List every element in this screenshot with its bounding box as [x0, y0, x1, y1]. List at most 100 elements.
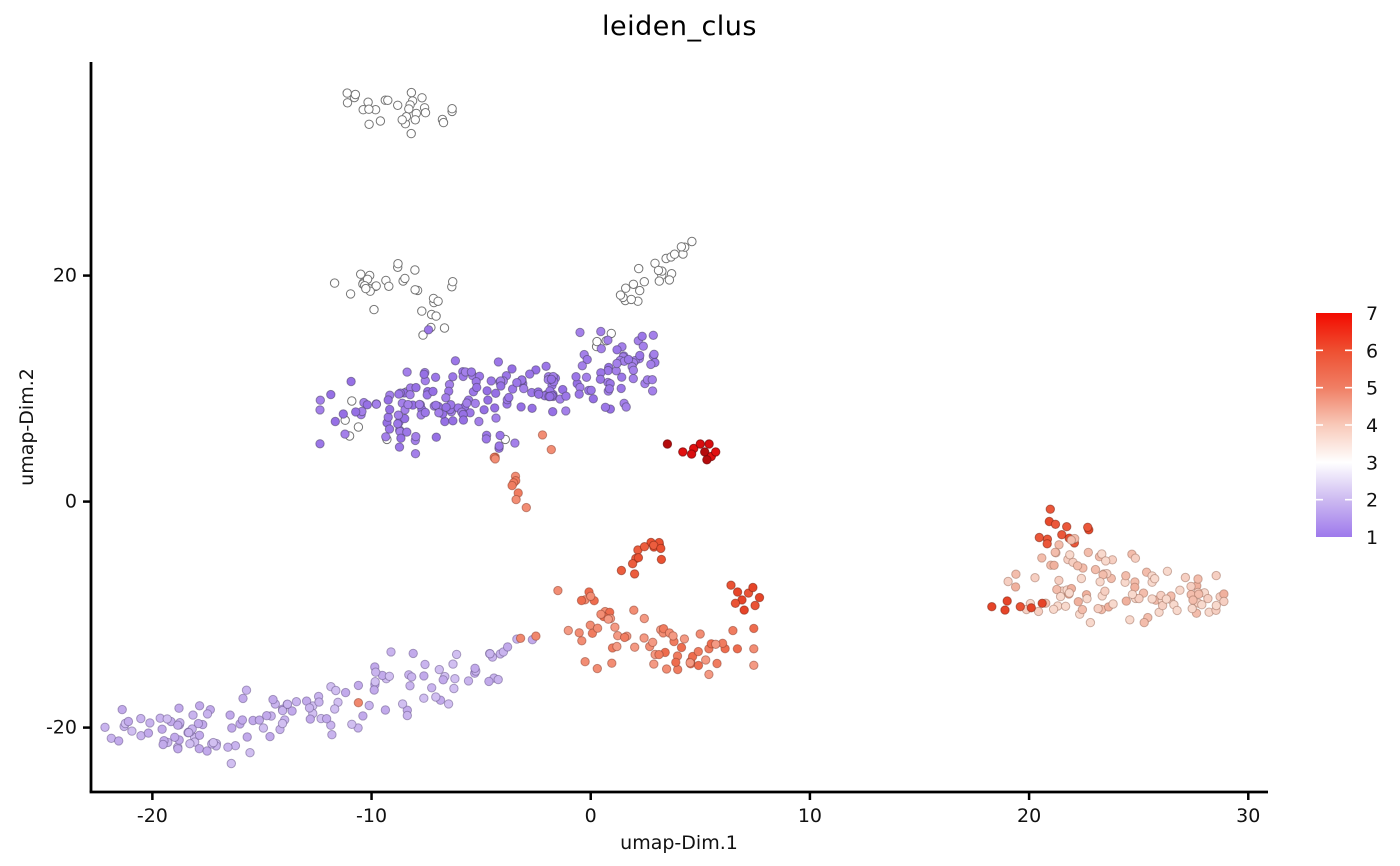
- data-point: [596, 344, 606, 354]
- data-point: [516, 402, 526, 412]
- data-point: [1065, 550, 1075, 560]
- data-point: [541, 361, 551, 371]
- data-point: [472, 382, 482, 393]
- data-point: [441, 393, 451, 403]
- data-point: [527, 403, 537, 413]
- data-point: [1161, 594, 1172, 604]
- data-point: [1175, 585, 1185, 595]
- cluster-salmon-main: [580, 623, 759, 680]
- data-point: [1162, 566, 1173, 576]
- data-point: [668, 631, 678, 641]
- data-point: [1090, 564, 1101, 575]
- data-point: [241, 685, 252, 695]
- data-point: [493, 357, 504, 367]
- cluster-left-white-tail: [369, 277, 458, 340]
- data-point: [649, 349, 659, 359]
- data-point: [656, 554, 667, 565]
- data-point: [1064, 588, 1075, 598]
- x-tick-label: -10: [356, 805, 387, 827]
- data-point: [384, 424, 395, 434]
- data-point: [402, 427, 412, 437]
- data-point: [1211, 570, 1221, 581]
- data-point: [208, 737, 219, 748]
- data-point: [629, 605, 639, 615]
- cluster-lavender-trail: [470, 634, 538, 676]
- data-point: [1055, 591, 1066, 602]
- cluster-lavender-salmon-outliers: [353, 631, 541, 708]
- cluster-island-red-left: [987, 596, 1047, 615]
- cluster-lavender-left: [100, 703, 276, 769]
- data-point: [440, 416, 450, 427]
- data-point: [450, 674, 460, 684]
- data-point: [1139, 617, 1149, 628]
- data-point: [563, 625, 573, 636]
- data-point: [712, 658, 722, 669]
- data-point: [615, 290, 626, 300]
- data-point: [628, 365, 639, 375]
- data-point: [616, 565, 627, 576]
- legend-tick-label: 2: [1366, 490, 1378, 512]
- data-point: [314, 697, 324, 707]
- data-point: [393, 259, 403, 269]
- data-point: [571, 372, 581, 382]
- data-point: [1097, 549, 1107, 559]
- chart-title: leiden_clus: [601, 11, 757, 42]
- data-point: [612, 345, 622, 355]
- data-point: [633, 553, 644, 563]
- data-point: [647, 375, 657, 385]
- data-point: [484, 676, 494, 687]
- data-point: [434, 408, 444, 418]
- data-point: [1203, 593, 1213, 604]
- data-point: [1197, 600, 1207, 610]
- data-point: [431, 311, 441, 321]
- data-point: [604, 384, 615, 394]
- data-point: [502, 642, 513, 652]
- data-point: [407, 672, 417, 682]
- data-point: [595, 374, 606, 384]
- data-point: [546, 374, 557, 384]
- data-point: [282, 699, 293, 709]
- data-point: [402, 710, 412, 721]
- data-point: [1187, 603, 1197, 614]
- cluster-red-knot: [662, 439, 721, 465]
- data-point: [431, 432, 441, 442]
- cluster-left-white-main: [329, 259, 423, 299]
- data-point: [577, 636, 587, 646]
- data-point: [1121, 596, 1132, 606]
- data-point: [158, 739, 168, 750]
- data-point: [656, 543, 666, 554]
- cluster-island-red-top: [1034, 504, 1094, 549]
- data-point: [346, 376, 356, 387]
- data-point: [592, 623, 603, 633]
- data-point: [1130, 553, 1141, 563]
- data-point: [686, 449, 697, 459]
- data-point: [704, 439, 714, 449]
- data-point: [329, 278, 340, 288]
- data-point: [393, 419, 403, 429]
- data-point: [237, 715, 248, 725]
- data-point: [362, 400, 372, 410]
- data-point: [143, 728, 154, 738]
- data-point: [588, 394, 598, 404]
- data-point: [242, 732, 252, 742]
- data-point: [451, 649, 462, 660]
- cluster-purple-below: [481, 430, 520, 453]
- data-point: [1076, 573, 1087, 584]
- data-point: [406, 87, 417, 98]
- data-point: [1085, 617, 1096, 628]
- data-point: [449, 683, 459, 694]
- data-point: [619, 632, 630, 643]
- data-point: [519, 383, 529, 394]
- data-point: [669, 249, 680, 259]
- x-tick-label: -20: [137, 805, 168, 827]
- data-point: [127, 726, 137, 736]
- data-point: [438, 117, 449, 128]
- data-point: [486, 376, 496, 386]
- data-point: [648, 330, 658, 340]
- data-point: [230, 741, 241, 751]
- data-point: [174, 703, 184, 713]
- data-point: [481, 434, 491, 444]
- data-point: [427, 683, 437, 693]
- data-point: [575, 327, 585, 338]
